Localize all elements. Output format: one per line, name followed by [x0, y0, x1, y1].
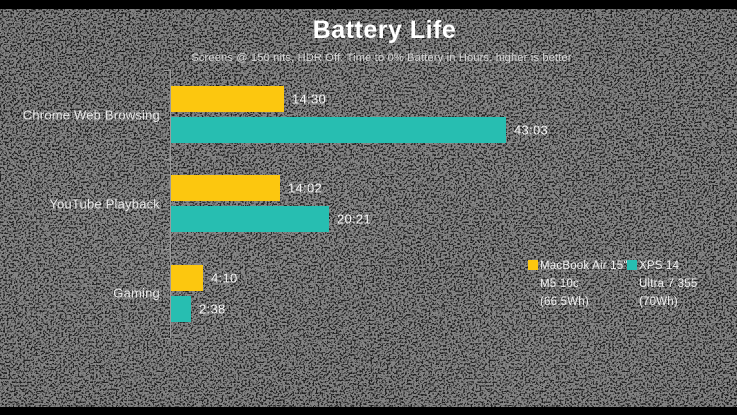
legend-macbook-line-3: (66.5Wh): [540, 296, 589, 308]
bar-macbook-0: [171, 86, 284, 112]
bar-xps-1: [171, 206, 329, 232]
legend-swatch-xps-icon: [627, 260, 637, 270]
category-label-chrome-web-browsing: Chrome Web Browsing: [22, 107, 160, 123]
legend-entry-macbook-air: MacBook Air 15" M5 10c (66.5Wh): [528, 257, 628, 311]
bar-macbook-2: [171, 265, 203, 291]
chart-subtitle: Screens @ 150 nits, HDR Off, Time to 0% …: [191, 52, 572, 64]
bar-xps-2: [171, 296, 191, 322]
value-label-xps-1: 20:21: [337, 211, 372, 227]
letterbox-top: [0, 0, 737, 9]
legend-swatch-macbook-icon: [528, 260, 538, 270]
y-axis-line: [170, 70, 171, 338]
value-label-macbook-0: 14:30: [292, 91, 327, 107]
value-label-xps-2: 2:38: [199, 301, 226, 317]
legend-xps-line-1: XPS 14: [639, 260, 680, 272]
legend-entry-xps-14: XPS 14 Ultra 7 355 (70Wh): [627, 257, 697, 311]
legend-macbook-line-1: MacBook Air 15": [540, 260, 628, 272]
category-label-youtube-playback: YouTube Playback: [49, 196, 160, 212]
axis-tick: [164, 249, 170, 250]
category-label-gaming: Gaming: [113, 285, 160, 301]
letterbox-bottom: [0, 407, 737, 415]
legend-macbook-line-2: M5 10c: [540, 278, 579, 290]
axis-tick: [164, 338, 170, 339]
value-label-macbook-1: 14:02: [288, 180, 323, 196]
axis-tick: [164, 159, 170, 160]
bar-macbook-1: [171, 175, 280, 201]
value-label-xps-0: 43:03: [514, 122, 549, 138]
legend-xps-line-2: Ultra 7 355: [639, 278, 698, 290]
axis-tick: [164, 70, 170, 71]
legend-xps-line-3: (70Wh): [639, 296, 678, 308]
value-label-macbook-2: 4:10: [211, 270, 238, 286]
bar-xps-0: [171, 117, 506, 143]
chart-title: Battery Life: [312, 16, 457, 44]
